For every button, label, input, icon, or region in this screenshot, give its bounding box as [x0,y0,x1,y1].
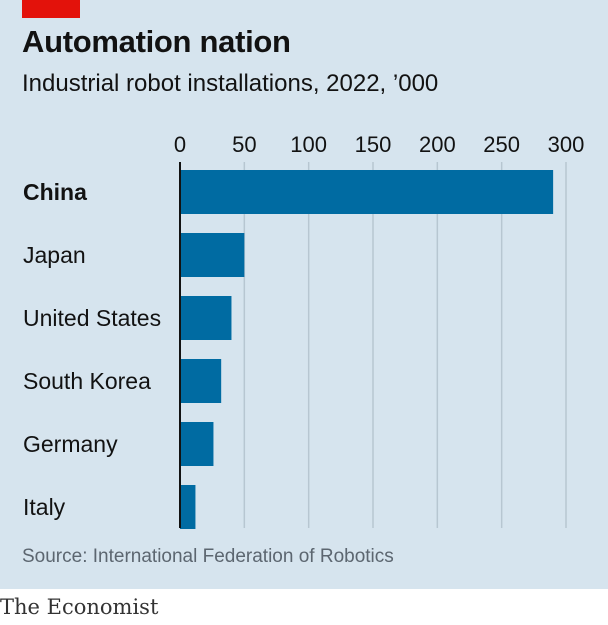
x-tick-label-0: 0 [174,132,186,157]
chart-title: Automation nation [22,24,291,59]
category-label-china: China [23,179,87,205]
x-tick-label-100: 100 [290,132,327,157]
source-note: Source: International Federation of Robo… [22,546,394,567]
bar-japan [180,233,245,277]
x-tick-label-150: 150 [355,132,392,157]
bars [180,170,554,529]
chart-subtitle: Industrial robot installations, 2022, ’0… [22,70,439,97]
category-label-italy: Italy [23,494,66,520]
category-labels: China Japan United States South Korea German… [23,179,161,520]
category-label-japan: Japan [23,242,86,268]
gridlines [243,162,567,528]
bar-italy [180,485,196,529]
chart-panel [0,0,608,589]
publication-logo: The Economist [0,595,159,619]
category-label-south-korea: South Korea [23,368,151,394]
x-tick-label-250: 250 [483,132,520,157]
bar-south-korea [180,359,222,403]
bar-united-states [180,296,232,340]
bar-china [180,170,554,214]
bar-chart: 0 50 100 150 200 250 300 China Japan United Stat… [23,132,584,529]
x-axis-tick-labels: 0 50 100 150 200 250 300 [174,132,584,157]
bar-germany [180,422,214,466]
red-tag-mark [22,0,80,18]
category-label-germany: Germany [23,431,118,457]
x-tick-label-50: 50 [232,132,256,157]
x-tick-label-200: 200 [419,132,456,157]
x-tick-label-300: 300 [548,132,585,157]
category-label-united-states: United States [23,305,161,331]
